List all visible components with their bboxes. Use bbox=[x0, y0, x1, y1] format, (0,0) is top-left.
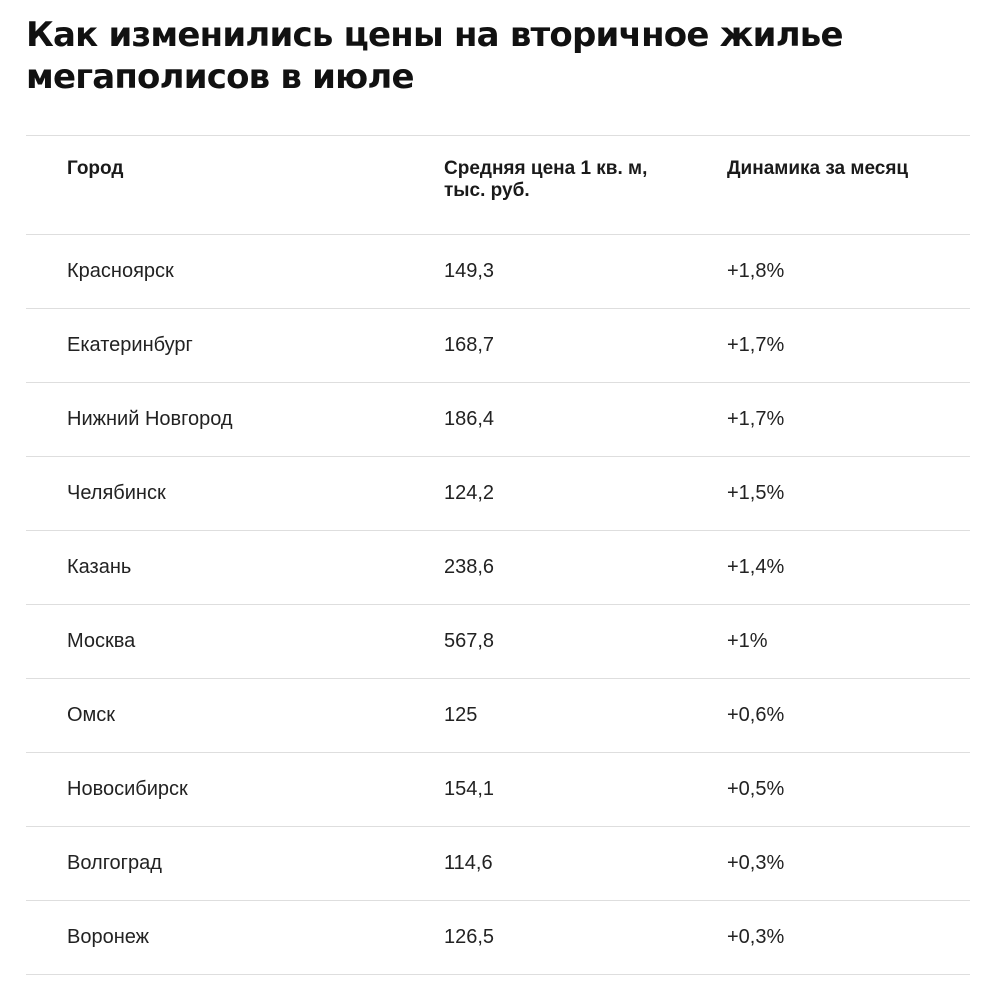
table-row: Челябинск 124,2 +1,5% bbox=[26, 457, 970, 531]
table-row: Красноярск 149,3 +1,8% bbox=[26, 235, 970, 309]
city-cell: Нижний Новгород bbox=[67, 408, 233, 430]
city-cell: Москва bbox=[67, 630, 136, 652]
dynamics-cell: +1,4% bbox=[727, 556, 785, 578]
dynamics-cell: +1,7% bbox=[727, 408, 785, 430]
price-cell: 186,4 bbox=[444, 408, 495, 430]
city-cell: Воронеж bbox=[67, 926, 150, 948]
city-cell: Екатеринбург bbox=[67, 334, 193, 356]
dynamics-cell: +1,5% bbox=[727, 482, 785, 504]
column-header-dynamics: Динамика за месяц bbox=[727, 158, 909, 179]
dynamics-cell: +0,3% bbox=[727, 852, 785, 874]
dynamics-cell: +0,3% bbox=[727, 926, 785, 948]
price-cell: 114,6 bbox=[444, 852, 493, 874]
price-table: Город Средняя цена 1 кв. м, тыс. руб. Ди… bbox=[26, 135, 970, 975]
dynamics-cell: +1% bbox=[727, 630, 768, 652]
city-cell: Челябинск bbox=[67, 482, 166, 504]
city-cell: Волгоград bbox=[67, 852, 162, 874]
dynamics-cell: +0,5% bbox=[727, 778, 785, 800]
table-row: Новосибирск 154,1 +0,5% bbox=[26, 753, 970, 827]
table-row: Омск 125 +0,6% bbox=[26, 679, 970, 753]
table-row: Нижний Новгород 186,4 +1,7% bbox=[26, 383, 970, 457]
city-cell: Красноярск bbox=[67, 260, 174, 282]
price-cell: 149,3 bbox=[444, 260, 495, 282]
price-cell: 154,1 bbox=[444, 778, 495, 800]
dynamics-cell: +0,6% bbox=[727, 704, 785, 726]
price-cell: 168,7 bbox=[444, 334, 495, 356]
city-cell: Омск bbox=[67, 704, 116, 726]
price-cell: 126,5 bbox=[444, 926, 495, 948]
dynamics-cell: +1,7% bbox=[727, 334, 785, 356]
table-row: Воронеж 126,5 +0,3% bbox=[26, 901, 970, 975]
price-cell: 567,8 bbox=[444, 630, 495, 652]
column-header-city: Город bbox=[67, 158, 124, 179]
dynamics-cell: +1,8% bbox=[727, 260, 785, 282]
city-cell: Казань bbox=[67, 556, 132, 578]
price-cell: 124,2 bbox=[444, 482, 495, 504]
page-title: Как изменились цены на вторичное жилье м… bbox=[26, 15, 844, 97]
price-cell: 125 bbox=[444, 704, 478, 726]
table-row: Волгоград 114,6 +0,3% bbox=[26, 827, 970, 901]
column-header-price: Средняя цена 1 кв. м, тыс. руб. bbox=[444, 158, 648, 201]
price-cell: 238,6 bbox=[444, 556, 495, 578]
city-cell: Новосибирск bbox=[67, 778, 188, 800]
table-row: Москва 567,8 +1% bbox=[26, 605, 970, 679]
table-row: Екатеринбург 168,7 +1,7% bbox=[26, 309, 970, 383]
table-header-row: Город Средняя цена 1 кв. м, тыс. руб. Ди… bbox=[26, 136, 970, 235]
table-row: Казань 238,6 +1,4% bbox=[26, 531, 970, 605]
